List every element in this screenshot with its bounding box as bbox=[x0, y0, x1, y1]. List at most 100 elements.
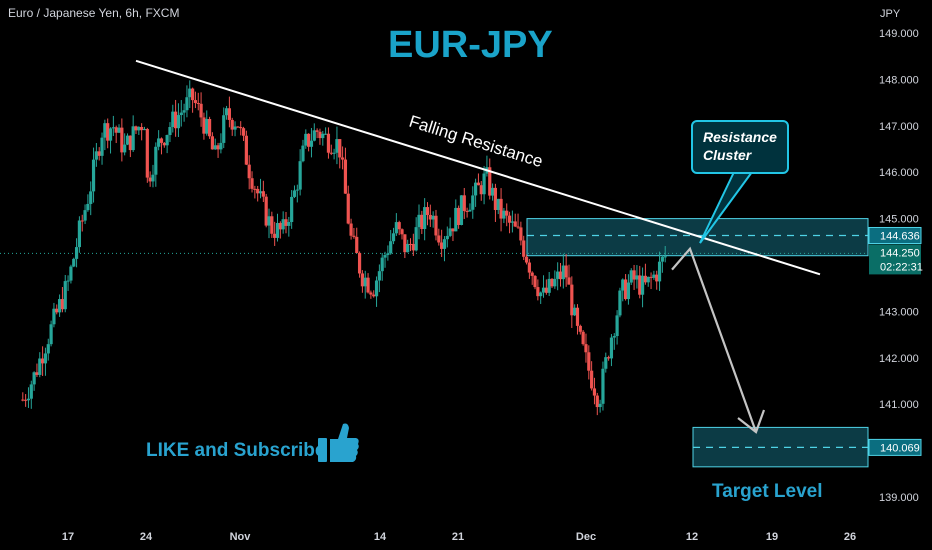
symbol-info: Euro / Japanese Yen, 6h, FXCM bbox=[8, 6, 180, 20]
candle-body bbox=[165, 135, 169, 146]
candle-body bbox=[258, 191, 263, 194]
candle-body bbox=[575, 307, 580, 326]
candle-body bbox=[476, 182, 481, 186]
candle-body bbox=[468, 209, 472, 212]
candle-body bbox=[74, 247, 79, 259]
candle-body bbox=[123, 144, 127, 153]
candle-body bbox=[595, 395, 599, 408]
candle-body bbox=[38, 358, 42, 375]
candle-body bbox=[626, 282, 631, 300]
candle-body bbox=[465, 211, 469, 213]
y-tick-label: 146.000 bbox=[879, 167, 919, 179]
candle-body bbox=[394, 222, 398, 234]
price-tag bbox=[869, 244, 921, 275]
candle-body bbox=[403, 234, 407, 253]
candle-body bbox=[309, 140, 314, 147]
axis-unit-label: JPY bbox=[880, 8, 901, 20]
candle-body bbox=[182, 110, 186, 113]
candle-body bbox=[431, 215, 435, 220]
price-tag bbox=[868, 226, 922, 244]
candle-body bbox=[349, 223, 353, 236]
x-tick-label: 14 bbox=[374, 531, 387, 543]
candle-body bbox=[493, 187, 498, 210]
y-tick-label: 148.000 bbox=[879, 74, 919, 86]
candle-body bbox=[437, 235, 441, 243]
candle-body bbox=[120, 127, 124, 153]
candle-body bbox=[623, 279, 628, 300]
candle-body bbox=[454, 207, 458, 232]
candle-body bbox=[425, 207, 430, 215]
candle-body bbox=[264, 196, 268, 226]
candle-body bbox=[372, 294, 376, 297]
x-tick-label: 12 bbox=[686, 531, 698, 543]
candle-body bbox=[581, 331, 585, 345]
x-tick-label: Nov bbox=[230, 531, 252, 543]
candle-body bbox=[57, 299, 62, 313]
candle-body bbox=[479, 185, 483, 195]
x-tick-label: 21 bbox=[452, 531, 464, 543]
y-tick-label: 145.000 bbox=[879, 214, 919, 226]
candle-body bbox=[29, 384, 33, 399]
candle-body bbox=[618, 290, 622, 316]
candle-body bbox=[643, 275, 647, 283]
candle-body bbox=[270, 216, 274, 234]
candle-body bbox=[587, 352, 591, 371]
candle-body bbox=[117, 127, 121, 133]
price-tag bbox=[868, 438, 922, 456]
candle-body bbox=[397, 222, 401, 230]
candle-body bbox=[108, 128, 113, 141]
candle-body bbox=[301, 145, 305, 162]
candle-body bbox=[408, 243, 413, 245]
y-tick-label: 142.000 bbox=[879, 353, 919, 365]
candle-body bbox=[162, 142, 166, 146]
candle-body bbox=[646, 276, 650, 283]
x-tick-label: 19 bbox=[766, 531, 778, 543]
candle-body bbox=[253, 188, 257, 190]
candle-body bbox=[174, 111, 178, 129]
candle-body bbox=[660, 256, 664, 262]
candle-body bbox=[496, 198, 500, 210]
candle-body bbox=[241, 128, 246, 136]
thumb-hand bbox=[330, 423, 359, 462]
candle-body bbox=[445, 235, 449, 240]
candle-body bbox=[462, 195, 466, 212]
candle-body bbox=[207, 118, 212, 137]
candle-body bbox=[507, 215, 512, 223]
candle-body bbox=[210, 136, 215, 150]
candle-body bbox=[72, 258, 76, 267]
candle-body bbox=[278, 222, 282, 230]
candle-body bbox=[420, 214, 424, 230]
candle-body bbox=[573, 307, 577, 316]
candle-body bbox=[482, 173, 486, 195]
candle-body bbox=[417, 214, 421, 228]
candle-body bbox=[539, 292, 543, 297]
candle-body bbox=[547, 278, 551, 293]
candle-body bbox=[191, 88, 195, 101]
candle-body bbox=[352, 235, 356, 237]
candle-body bbox=[411, 243, 415, 251]
candle-body bbox=[584, 344, 588, 353]
candle-body bbox=[290, 196, 294, 223]
candle-body bbox=[233, 126, 237, 130]
candle-body bbox=[604, 357, 608, 369]
candle-body bbox=[558, 271, 563, 280]
candle-body bbox=[224, 108, 229, 116]
candle-body bbox=[91, 159, 96, 192]
candle-body bbox=[35, 372, 39, 375]
candle-body bbox=[145, 129, 149, 178]
candle-body bbox=[292, 190, 297, 197]
candle-body bbox=[157, 138, 161, 147]
candle-body bbox=[360, 273, 364, 287]
candle-body bbox=[400, 229, 404, 235]
candle-body bbox=[69, 266, 73, 281]
candle-body bbox=[389, 241, 393, 254]
candle-body bbox=[60, 299, 65, 310]
candle-body bbox=[131, 126, 135, 151]
candle-body bbox=[106, 123, 110, 141]
candle-body bbox=[612, 336, 616, 338]
candle-body bbox=[171, 111, 175, 128]
candle-body bbox=[261, 191, 265, 197]
candle-body bbox=[652, 274, 656, 278]
candle-body bbox=[159, 138, 164, 143]
